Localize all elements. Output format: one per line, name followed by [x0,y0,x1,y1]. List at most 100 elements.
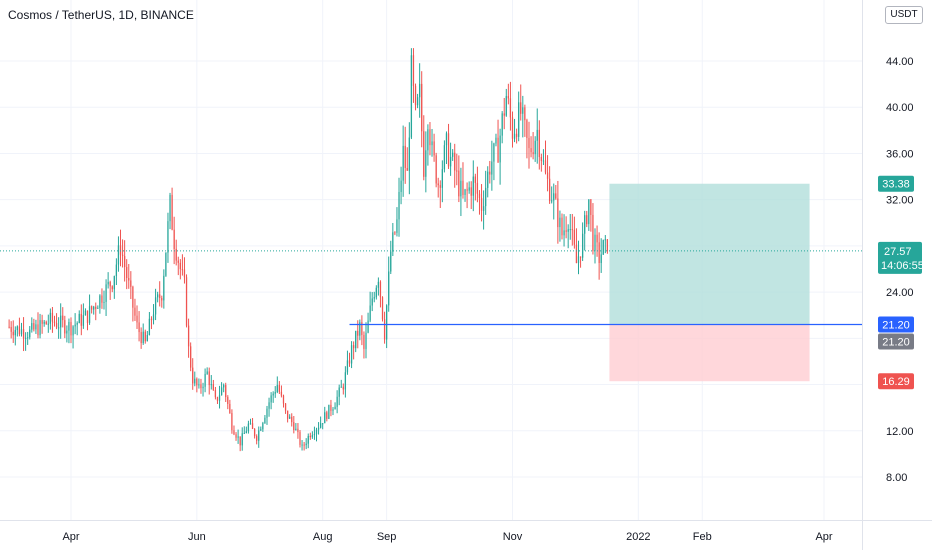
candle [437,177,439,198]
candle [503,97,505,130]
candle [315,427,318,442]
candle [392,222,394,257]
candle [600,238,602,273]
candle [340,379,342,388]
candle [386,304,388,349]
candle [208,367,210,395]
candle [590,198,592,232]
candle [95,302,97,321]
y-tick-label: 32.00 [886,195,914,207]
candle [274,386,276,398]
chart-title: Cosmos / TetherUS, 1D, BINANCE [8,8,194,22]
candle [361,315,363,346]
candle [245,426,247,434]
candle [511,111,514,148]
candle [268,397,270,417]
candle [431,128,433,157]
x-tick-label: Sep [377,531,397,543]
candle [352,341,355,360]
candle [520,84,522,121]
candle [476,166,479,203]
candle [270,392,272,410]
y-tick-label: 12.00 [886,426,914,438]
candle [445,131,448,165]
x-tick-label: Feb [693,531,712,543]
candle [540,153,543,172]
candle [449,142,452,176]
candle [305,438,307,450]
candle [113,275,115,299]
candle [472,160,474,212]
candle [282,394,285,408]
candle [163,269,165,309]
candle [202,382,204,397]
candle [258,426,260,448]
candle [115,258,118,286]
candle [447,123,450,169]
candle [400,166,402,205]
candle [557,180,559,244]
candle [241,427,243,451]
candle [93,305,95,315]
candle [398,177,400,237]
candle [348,352,351,367]
y-tick-label: 8.00 [886,472,907,484]
candle [581,222,584,262]
candle [20,322,23,337]
candle [602,239,604,256]
candle [72,325,74,349]
candle [10,321,12,339]
entry-zone-tag: 21.20 [878,333,914,350]
candle [454,143,456,188]
candle [425,131,427,193]
candle [569,214,571,240]
candle [579,256,582,268]
candle [60,303,62,339]
candle [78,310,80,324]
candle [466,182,468,209]
candle [363,331,365,359]
candle [159,281,161,307]
candle [346,350,349,375]
svg-text:33.38: 33.38 [882,179,910,191]
svg-text:21.20: 21.20 [882,319,910,331]
candle [482,190,485,230]
target-price-tag: 33.38 [878,175,914,192]
candle [319,416,322,429]
candle [187,318,190,358]
candle [225,382,227,402]
candle [419,63,421,118]
candle [43,319,45,327]
candle [90,305,93,314]
loss-zone[interactable] [609,324,810,382]
candle [588,199,590,231]
candle [123,240,126,282]
candle [260,426,262,432]
profit-zone[interactable] [609,183,810,325]
candle [309,432,311,440]
candle [544,140,547,175]
candle [497,119,499,163]
candle [88,294,91,325]
candle [501,111,503,144]
candle [567,224,569,249]
candle [332,407,334,416]
candle [429,122,431,156]
candle [509,81,512,131]
candle [295,423,297,431]
candle [37,312,39,339]
currency-badge[interactable]: USDT [885,6,923,24]
candle [433,133,435,162]
candle [220,382,223,396]
grid [0,0,862,520]
candle [526,118,528,159]
candle [280,385,283,398]
candle [468,181,470,194]
candle [396,207,398,237]
candle [573,216,576,249]
x-tick-label: Nov [503,531,523,543]
candle [548,166,551,204]
candle [235,432,237,441]
